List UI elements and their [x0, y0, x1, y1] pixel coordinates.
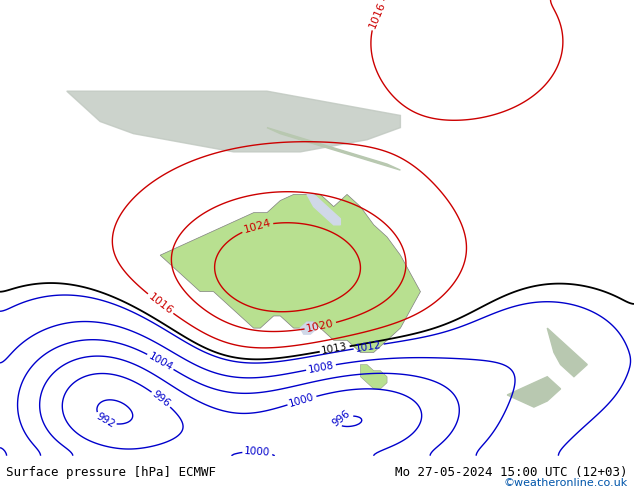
Polygon shape — [267, 127, 401, 170]
Text: ©weatheronline.co.uk: ©weatheronline.co.uk — [503, 478, 628, 488]
Text: 1000: 1000 — [244, 446, 271, 458]
Polygon shape — [360, 365, 387, 389]
Polygon shape — [67, 91, 401, 152]
Polygon shape — [160, 195, 420, 352]
Text: 1016: 1016 — [367, 0, 387, 30]
Polygon shape — [301, 322, 317, 334]
Text: 1012: 1012 — [355, 340, 382, 354]
Text: Mo 27-05-2024 15:00 UTC (12+03): Mo 27-05-2024 15:00 UTC (12+03) — [395, 466, 628, 479]
Text: Surface pressure [hPa] ECMWF: Surface pressure [hPa] ECMWF — [6, 466, 216, 479]
Text: 1004: 1004 — [146, 351, 174, 372]
Text: 1016: 1016 — [146, 292, 174, 317]
Polygon shape — [507, 377, 560, 407]
Polygon shape — [307, 195, 340, 225]
Text: 1013: 1013 — [321, 342, 349, 356]
Text: 1020: 1020 — [306, 318, 335, 334]
Text: 1024: 1024 — [242, 218, 273, 235]
Text: 992: 992 — [94, 411, 117, 430]
Text: 996: 996 — [150, 389, 172, 410]
Text: 996: 996 — [331, 408, 353, 429]
Text: 1008: 1008 — [307, 360, 335, 375]
Polygon shape — [547, 328, 587, 377]
Text: 1000: 1000 — [288, 392, 316, 409]
